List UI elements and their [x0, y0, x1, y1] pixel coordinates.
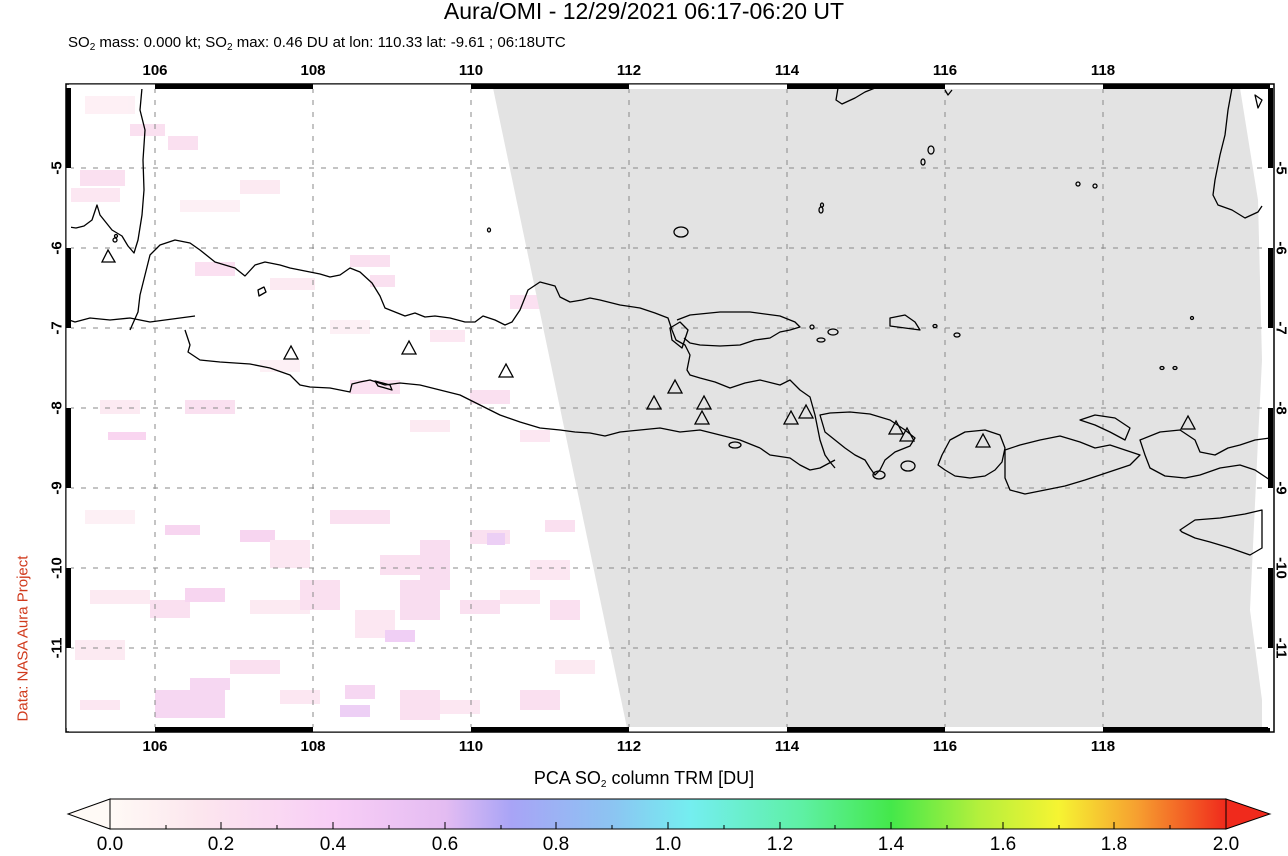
lon-tick-top: 106	[142, 62, 167, 79]
lat-tick-right: -6	[1273, 241, 1288, 254]
lat-tick-right: -10	[1273, 557, 1288, 579]
lat-tick-right: -5	[1273, 161, 1288, 174]
lat-tick-right: -11	[1273, 638, 1288, 659]
lon-tick-top: 108	[300, 62, 325, 79]
colorbar-label: 0.2	[208, 834, 234, 856]
lon-tick-bottom: 114	[775, 738, 799, 755]
lon-tick-top: 118	[1091, 62, 1115, 79]
lon-tick-bottom: 108	[300, 738, 325, 755]
colorbar-label: 0.6	[432, 834, 458, 856]
lon-tick-top: 112	[617, 62, 641, 79]
colorbar-label: 1.4	[878, 834, 904, 856]
lat-tick-left: -10	[49, 557, 66, 579]
lon-tick-bottom: 110	[459, 738, 483, 755]
lat-tick-left: -9	[49, 481, 66, 494]
lon-tick-bottom: 118	[1091, 738, 1115, 755]
colorbar-min-arrow	[68, 799, 110, 829]
map-area	[69, 88, 1270, 728]
lat-tick-right: -8	[1273, 401, 1288, 414]
colorbar-label: 1.2	[767, 834, 793, 856]
colorbar-title: PCA SO2 column TRM [DU]	[0, 768, 1288, 790]
lat-tick-right: -9	[1273, 481, 1288, 494]
colorbar-title-a: PCA SO	[534, 768, 601, 788]
lon-tick-bottom: 112	[617, 738, 641, 755]
colorbar-label: 0.0	[97, 834, 123, 856]
lat-tick-left: -11	[49, 638, 66, 659]
lon-tick-bottom: 116	[933, 738, 957, 755]
lat-tick-left: -5	[49, 161, 66, 174]
lon-tick-bottom: 106	[142, 738, 167, 755]
lon-tick-top: 116	[933, 62, 957, 79]
lon-tick-top: 114	[775, 62, 799, 79]
lat-tick-left: -7	[49, 321, 66, 334]
lon-tick-top: 110	[459, 62, 483, 79]
lat-tick-left: -8	[49, 401, 66, 414]
colorbar-label: 0.4	[320, 834, 346, 856]
colorbar-title-b: column TRM [DU]	[606, 768, 754, 788]
colorbar	[68, 799, 1270, 829]
lat-tick-right: -7	[1273, 321, 1288, 334]
colorbar-label: 2.0	[1213, 834, 1239, 856]
colorbar-label: 1.8	[1101, 834, 1127, 856]
colorbar-label: 1.0	[655, 834, 681, 856]
colorbar-label: 1.6	[990, 834, 1016, 856]
lat-tick-left: -6	[49, 241, 66, 254]
colorbar-max-arrow	[1226, 799, 1270, 829]
colorbar-label: 0.8	[543, 834, 569, 856]
